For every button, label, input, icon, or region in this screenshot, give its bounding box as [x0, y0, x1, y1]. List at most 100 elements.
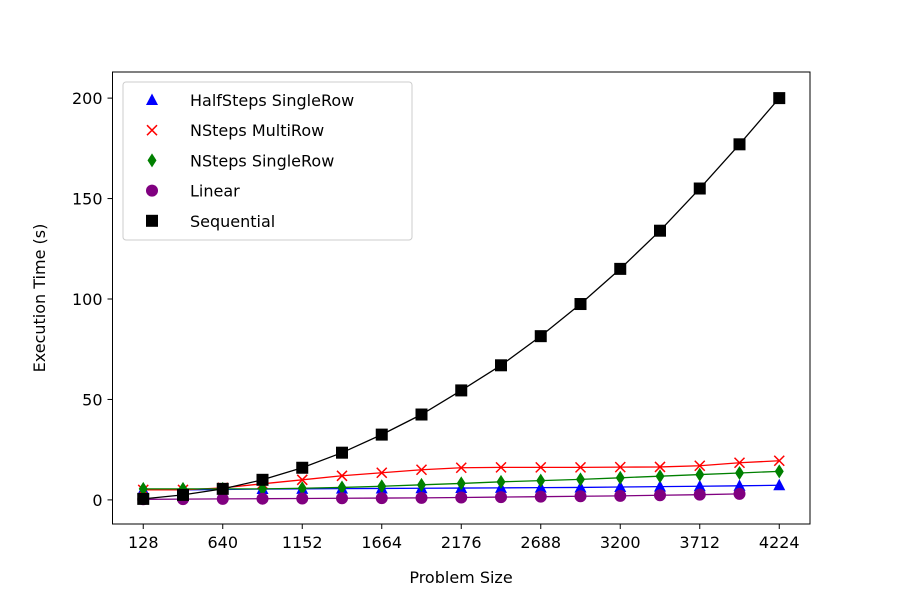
data-point [455, 462, 467, 474]
x-tick-label: 640 [207, 533, 238, 552]
data-point [693, 182, 706, 195]
data-point [216, 492, 229, 505]
series-layer [137, 92, 786, 506]
x-tick-label: 128 [128, 533, 159, 552]
data-point [654, 461, 666, 473]
x-axis-label: Problem Size [409, 568, 512, 587]
data-point [296, 492, 309, 505]
data-point [375, 492, 388, 505]
legend-label: NSteps MultiRow [190, 121, 324, 140]
data-point [733, 138, 746, 151]
y-tick-label: 100 [72, 290, 103, 309]
data-point [614, 489, 627, 502]
legend-marker [146, 93, 158, 105]
data-point [495, 359, 508, 372]
legend-label: HalfSteps SingleRow [190, 91, 354, 110]
y-tick-label: 200 [72, 89, 103, 108]
data-point [335, 492, 348, 505]
data-point [615, 470, 625, 485]
data-point [574, 490, 587, 503]
x-axis: 128 640 1152 1664 2176 2688 3200 3712 4224 [128, 524, 800, 552]
data-point [377, 479, 387, 494]
data-point [376, 467, 388, 479]
data-point [574, 480, 587, 493]
data-point [654, 224, 667, 237]
y-tick-label: 0 [92, 491, 102, 510]
data-point [655, 469, 665, 484]
data-point [455, 491, 468, 504]
x-tick-label: 2176 [441, 533, 482, 552]
series-1 [137, 455, 785, 496]
data-point [176, 488, 189, 501]
data-point [296, 461, 309, 474]
data-point [416, 477, 426, 492]
data-point [496, 474, 506, 489]
y-tick-label: 50 [82, 390, 102, 409]
data-point [337, 480, 347, 495]
legend: HalfSteps SingleRow NSteps MultiRow NSteps… [122, 81, 413, 241]
data-point [415, 408, 428, 421]
y-axis-label: Execution Time (s) [30, 224, 49, 373]
data-point [536, 473, 546, 488]
data-point [495, 491, 508, 504]
series-line [143, 493, 740, 500]
x-tick-label: 2688 [520, 533, 561, 552]
series-4 [137, 92, 786, 505]
x-tick-label: 3200 [600, 533, 641, 552]
data-point [693, 488, 706, 501]
data-point [415, 491, 428, 504]
data-point [654, 480, 667, 492]
data-point [695, 467, 705, 482]
data-point [614, 480, 627, 493]
data-point [256, 492, 269, 505]
data-point [455, 384, 468, 397]
legend-marker [147, 153, 157, 168]
data-point [137, 492, 150, 505]
legend-marker [146, 184, 158, 197]
x-tick-label: 1664 [361, 533, 402, 552]
data-point [694, 460, 706, 472]
y-axis: 0 50 100 150 200 [72, 89, 113, 510]
data-point [256, 473, 269, 486]
x-tick-label: 1152 [282, 533, 323, 552]
data-point [733, 457, 746, 469]
data-point [336, 470, 348, 482]
data-point [375, 428, 388, 441]
legend-box [122, 81, 413, 241]
data-point [574, 298, 587, 311]
data-point [297, 481, 307, 496]
y-tick-label: 150 [72, 190, 103, 209]
data-point [534, 490, 547, 503]
legend-marker [146, 124, 158, 136]
data-point [456, 476, 466, 491]
data-point [216, 482, 229, 495]
x-tick-label: 3712 [679, 533, 720, 552]
data-point [735, 465, 745, 480]
x-tick-label: 4224 [759, 533, 800, 552]
data-point [495, 461, 507, 473]
legend-label: NSteps SingleRow [190, 151, 334, 170]
data-point [733, 479, 746, 491]
data-point [774, 464, 784, 479]
legend-marker [146, 214, 158, 227]
series-2 [138, 464, 784, 496]
data-point [534, 330, 547, 343]
data-point [574, 461, 587, 473]
data-point [773, 455, 785, 467]
data-point [138, 481, 148, 496]
data-point [614, 461, 626, 473]
data-point [614, 262, 627, 275]
data-point [535, 461, 547, 473]
data-point [693, 479, 706, 492]
data-point [335, 446, 348, 459]
data-point [654, 489, 667, 502]
data-point [576, 472, 586, 487]
data-point [733, 487, 746, 500]
data-point [773, 478, 786, 491]
data-point [296, 474, 308, 486]
data-point [773, 92, 786, 105]
data-point [415, 464, 428, 476]
legend-label: Sequential [190, 212, 275, 231]
legend-label: Linear [190, 182, 240, 201]
